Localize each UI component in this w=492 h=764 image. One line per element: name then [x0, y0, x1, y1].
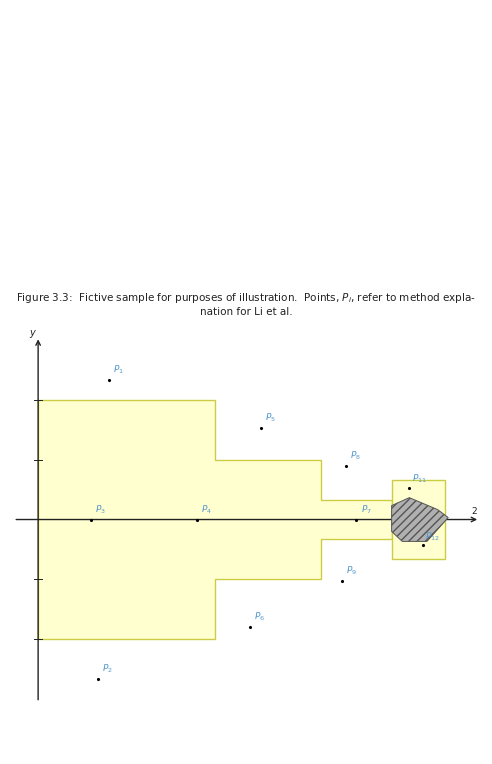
Text: $P_{8}$: $P_{8}$: [350, 449, 361, 461]
Text: $P_{6}$: $P_{6}$: [254, 610, 266, 623]
Text: $P_{7}$: $P_{7}$: [361, 503, 371, 516]
Bar: [392, 480, 445, 559]
Text: $P_{9}$: $P_{9}$: [346, 565, 357, 578]
Polygon shape: [392, 497, 448, 542]
Text: $P_{11}$: $P_{11}$: [412, 473, 427, 485]
Text: $P_{5}$: $P_{5}$: [265, 412, 276, 424]
Text: $P_{3}$: $P_{3}$: [95, 503, 106, 516]
Text: $P_{12}$: $P_{12}$: [425, 531, 440, 543]
Text: $P_{4}$: $P_{4}$: [201, 503, 213, 516]
Text: $P_{1}$: $P_{1}$: [113, 364, 124, 377]
Text: Figure 3.3:  Fictive sample for purposes of illustration.  Points, $P_i$, refer : Figure 3.3: Fictive sample for purposes …: [16, 291, 476, 317]
Polygon shape: [38, 400, 392, 639]
Text: $P_{2}$: $P_{2}$: [102, 662, 113, 675]
Text: $2$: $2$: [471, 505, 478, 516]
Text: $y$: $y$: [29, 329, 37, 341]
